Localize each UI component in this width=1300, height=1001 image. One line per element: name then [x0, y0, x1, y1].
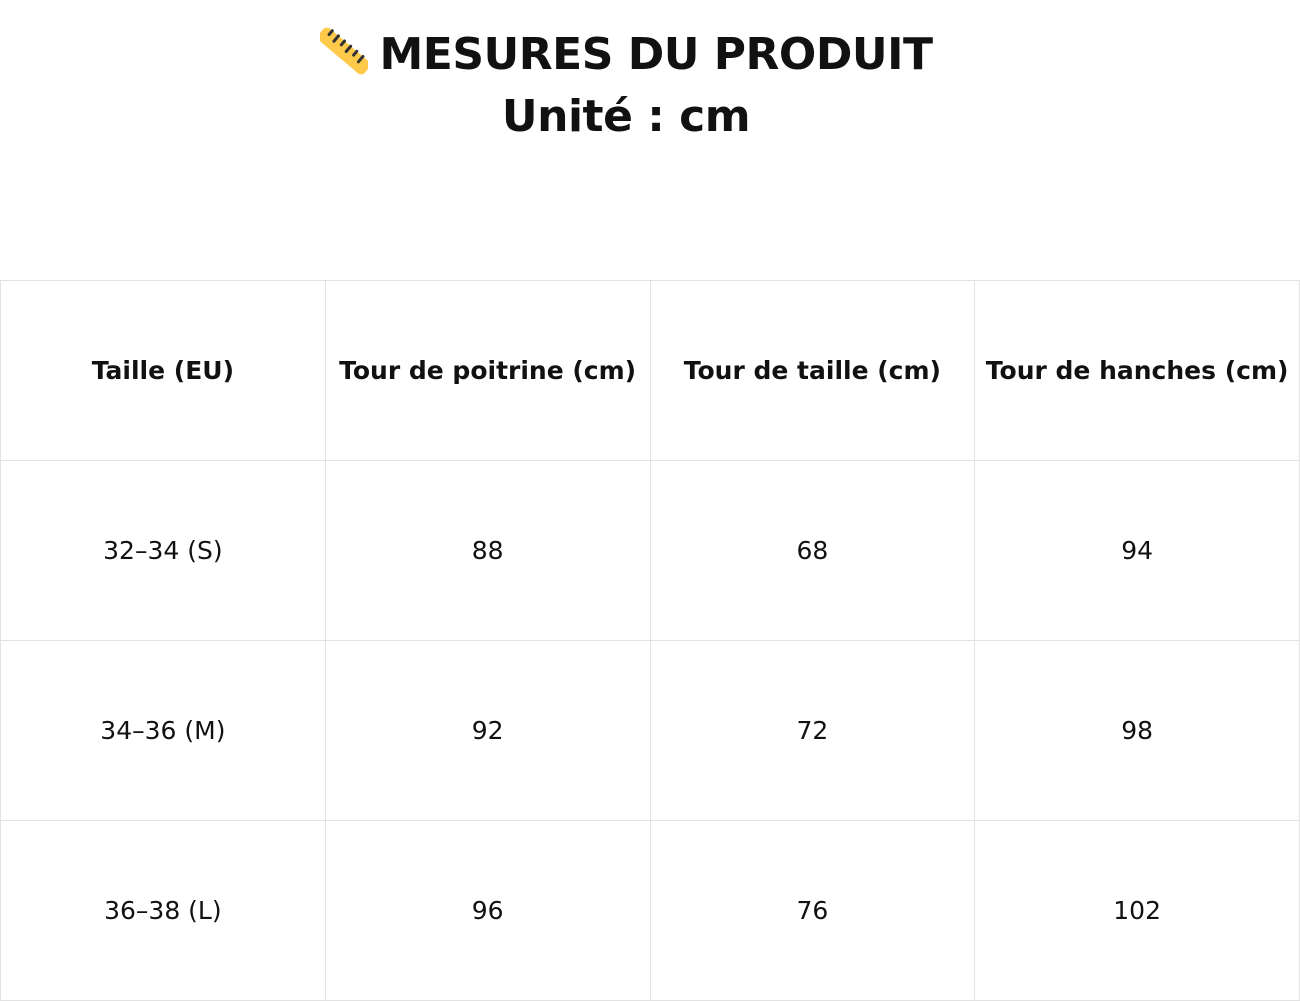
header-cell: Tour de taille (cm) [649, 280, 976, 461]
title-text: MESURES DU PRODUIT [379, 29, 933, 80]
table-cell: 36–38 (L) [0, 820, 326, 1001]
size-table: Taille (EU) Tour de poitrine (cm) Tour d… [0, 280, 1300, 1001]
subtitle-text: Unité : cm [501, 91, 751, 142]
page-title: MESURES DU PRODUIT Unité : cm [0, 24, 1252, 148]
title-line: MESURES DU PRODUIT [0, 24, 1252, 86]
table-cell: 72 [649, 640, 976, 821]
table-row: 36–38 (L) 96 76 102 [0, 820, 1300, 1001]
table-cell: 92 [324, 640, 651, 821]
table-cell: 98 [974, 640, 1300, 821]
table-header-row: Taille (EU) Tour de poitrine (cm) Tour d… [0, 280, 1300, 461]
table-cell: 76 [649, 820, 976, 1001]
table-row: 32–34 (S) 88 68 94 [0, 460, 1300, 641]
header-cell: Tour de poitrine (cm) [324, 280, 651, 461]
table-cell: 102 [974, 820, 1300, 1001]
table-cell: 34–36 (M) [0, 640, 326, 821]
table-cell: 68 [649, 460, 976, 641]
header-cell: Taille (EU) [0, 280, 326, 461]
table-cell: 32–34 (S) [0, 460, 326, 641]
table-cell: 96 [324, 820, 651, 1001]
table-row: 34–36 (M) 92 72 98 [0, 640, 1300, 821]
table-cell: 94 [974, 460, 1300, 641]
table-cell: 88 [324, 460, 651, 641]
ruler-icon [319, 27, 368, 75]
header-cell: Tour de hanches (cm) [974, 280, 1300, 461]
